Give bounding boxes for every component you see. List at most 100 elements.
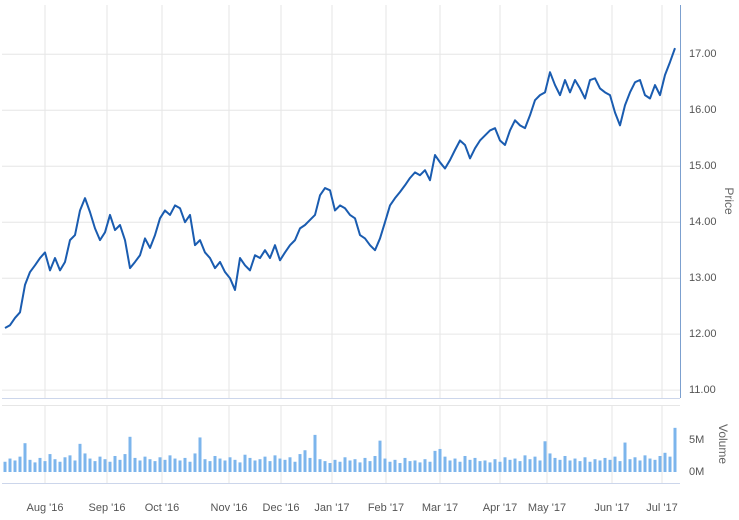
volume-bar: [28, 459, 32, 472]
y-tick-label: 5M: [689, 434, 704, 446]
volume-bar: [388, 461, 392, 472]
volume-bar: [278, 458, 282, 472]
volume-bar: [93, 461, 97, 472]
volume-bar: [113, 455, 117, 472]
volume-bar: [553, 457, 557, 472]
volume-bar: [33, 462, 37, 472]
volume-bar: [353, 459, 357, 472]
volume-bar: [163, 459, 167, 472]
volume-bar: [508, 459, 512, 472]
y-tick-label: 12.00: [689, 328, 717, 340]
x-tick-label: Feb '17: [368, 502, 404, 514]
volume-bar: [418, 462, 422, 472]
volume-bar: [483, 460, 487, 472]
volume-bar: [268, 461, 272, 472]
volume-bar: [208, 461, 212, 472]
volume-bar: [618, 461, 622, 472]
volume-bar: [8, 458, 12, 472]
volume-bar: [608, 459, 612, 472]
volume-bar: [413, 460, 417, 472]
volume-bar: [398, 463, 402, 472]
volume-bar: [243, 454, 247, 472]
volume-bar: [238, 462, 242, 472]
volume-bar: [143, 456, 147, 472]
volume-bar: [513, 458, 517, 472]
volume-bar: [638, 460, 642, 472]
volume-bar: [248, 457, 252, 472]
volume-bar: [178, 460, 182, 472]
volume-bar: [23, 443, 27, 472]
volume-bar: [503, 457, 507, 472]
volume-bar: [668, 456, 672, 472]
volume-bar: [463, 455, 467, 472]
volume-bar: [88, 458, 92, 472]
volume-bar: [438, 448, 442, 472]
y-tick-label: 0M: [689, 466, 704, 478]
volume-bar: [128, 436, 132, 472]
volume-bar: [573, 458, 577, 472]
volume-bar: [378, 440, 382, 472]
volume-bar: [518, 461, 522, 472]
y-tick-label: 17.00: [689, 48, 717, 60]
x-tick-label: Aug '16: [27, 502, 64, 514]
volume-bar: [63, 457, 67, 472]
volume-bar: [603, 457, 607, 472]
volume-bar: [498, 461, 502, 472]
volume-bar: [598, 460, 602, 472]
volume-bar: [308, 457, 312, 472]
volume-bar: [633, 457, 637, 472]
volume-bar: [558, 459, 562, 472]
volume-bar: [548, 453, 552, 472]
volume-bar: [338, 461, 342, 472]
volume-bar: [58, 461, 62, 472]
volume-bar: [263, 456, 267, 472]
volume-bar: [663, 452, 667, 472]
volume-bar: [658, 455, 662, 472]
volume-bar: [588, 461, 592, 472]
volume-bar: [3, 461, 7, 472]
volume-bar: [428, 461, 432, 472]
x-tick-label: Apr '17: [483, 502, 518, 514]
volume-bar: [183, 457, 187, 472]
volume-bar: [168, 455, 172, 472]
volume-bar: [473, 457, 477, 472]
volume-bar: [488, 462, 492, 472]
volume-bar: [643, 455, 647, 472]
volume-bar: [148, 459, 152, 472]
volume-bar: [443, 456, 447, 472]
volume-bar: [673, 427, 677, 472]
volume-bar: [283, 459, 287, 472]
x-tick-label: Jun '17: [594, 502, 629, 514]
volume-bar: [343, 457, 347, 472]
volume-bar: [253, 460, 257, 472]
volume-bar: [318, 459, 322, 472]
volume-axis-title: Volume: [716, 424, 730, 464]
x-tick-label: Mar '17: [422, 502, 458, 514]
volume-bar: [468, 459, 472, 472]
volume-bar: [38, 457, 42, 472]
volume-bar: [358, 462, 362, 472]
volume-bar: [458, 461, 462, 472]
y-tick-label: 14.00: [689, 216, 717, 228]
volume-bar: [293, 461, 297, 472]
volume-bar: [333, 459, 337, 472]
volume-bar: [223, 460, 227, 472]
volume-bar: [538, 460, 542, 472]
volume-bar: [593, 459, 597, 472]
volume-bar: [133, 457, 137, 472]
volume-bar: [213, 455, 217, 472]
volume-bar: [138, 460, 142, 472]
volume-bar: [83, 453, 87, 472]
price-axis-title: Price: [722, 187, 736, 215]
volume-bar: [173, 458, 177, 472]
volume-bar: [313, 434, 317, 472]
volume-bar: [203, 459, 207, 472]
volume-bar: [563, 455, 567, 472]
volume-bar: [18, 456, 22, 472]
volume-bar: [103, 459, 107, 472]
volume-bar: [648, 458, 652, 472]
volume-bar: [73, 460, 77, 472]
volume-bar: [288, 457, 292, 472]
